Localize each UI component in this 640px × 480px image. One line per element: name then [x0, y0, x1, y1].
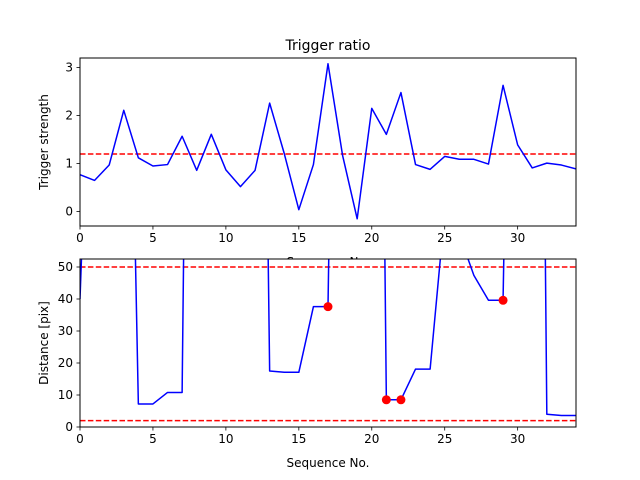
- y-axis-label: Trigger strength: [37, 94, 51, 191]
- y-tick-label: 0: [65, 420, 73, 434]
- y-tick-label: 50: [58, 260, 73, 274]
- x-tick-label: 0: [76, 432, 84, 446]
- x-tick-label: 30: [510, 231, 525, 245]
- data-point-marker: [381, 395, 391, 405]
- x-tick-label: 10: [218, 231, 233, 245]
- x-tick-label: 5: [149, 432, 157, 446]
- x-tick-label: 10: [218, 432, 233, 446]
- x-tick-label: 0: [76, 231, 84, 245]
- axes-frame: [79, 258, 577, 428]
- data-point-marker: [323, 302, 333, 312]
- y-tick-label: 10: [58, 388, 73, 402]
- x-tick-label: 25: [437, 231, 452, 245]
- y-tick-label: 40: [58, 292, 73, 306]
- data-point-marker: [498, 295, 508, 305]
- series-segment: [544, 259, 576, 417]
- x-tick-label: 5: [149, 231, 157, 245]
- top-panel-trigger-ratio: 0510152025300123Sequence No.Trigger stre…: [37, 38, 577, 269]
- series-segment: [134, 259, 185, 405]
- series-segment: [467, 259, 505, 302]
- series-line: [80, 63, 576, 220]
- y-tick-label: 2: [65, 109, 73, 123]
- x-tick-label: 15: [291, 231, 306, 245]
- y-tick-label: 0: [65, 205, 73, 219]
- y-tick-label: 1: [65, 157, 73, 171]
- chart-title: Trigger ratio: [284, 38, 370, 54]
- plot-area: [80, 58, 576, 226]
- data-layer: [80, 63, 576, 220]
- x-tick-label: 15: [291, 432, 306, 446]
- bottom-panel-distance: 0 5 10 15 20 25 30 0 10 20 30 40 50 Sequence No. Dista…: [37, 258, 577, 470]
- axes-frame: [79, 57, 577, 227]
- data-point-marker: [396, 395, 406, 405]
- x-tick-label: 20: [364, 231, 379, 245]
- y-tick-label: 30: [58, 324, 73, 338]
- y-axis-label: Distance [pix]: [37, 301, 51, 385]
- y-tick-label: 3: [65, 61, 73, 75]
- x-tick-label: 25: [437, 432, 452, 446]
- x-axis-label: Sequence No.: [287, 456, 370, 470]
- y-tick-label: 20: [58, 356, 73, 370]
- x-tick-label: 20: [364, 432, 379, 446]
- series-segment: [384, 259, 442, 401]
- x-tick-label: 30: [510, 432, 525, 446]
